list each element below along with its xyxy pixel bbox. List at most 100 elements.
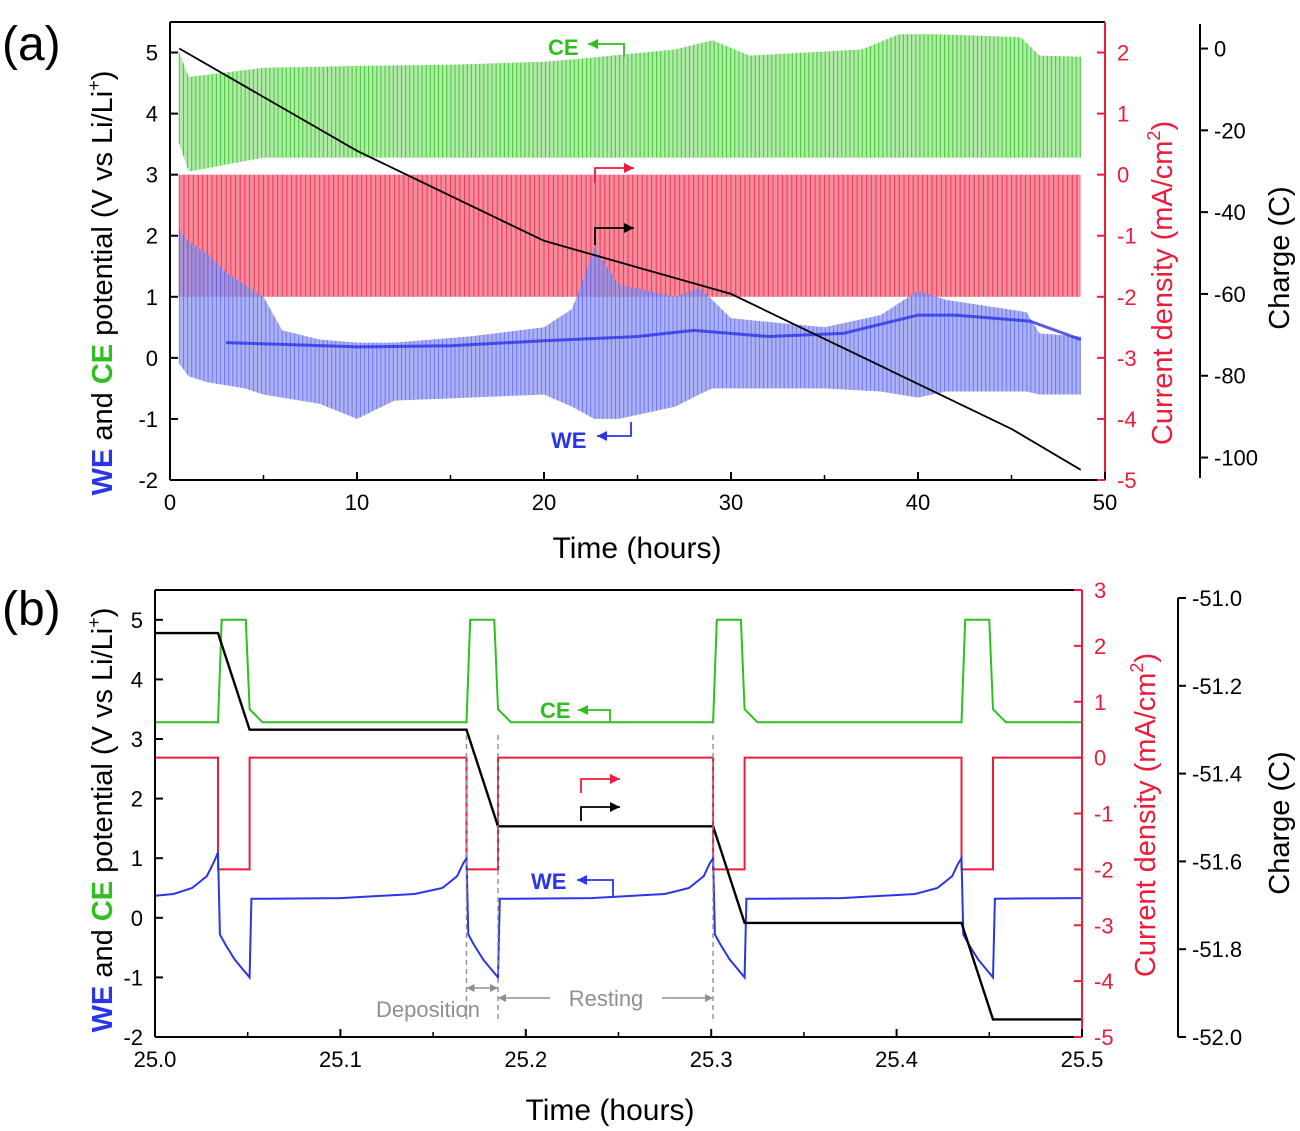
we-annotation: WE	[551, 428, 586, 453]
panel-a-left-tick-label: -1	[138, 407, 158, 432]
resting-label: Resting	[569, 986, 644, 1011]
potential-word: potential (V vs Li/Li	[87, 628, 119, 881]
panel-a-charge-tick-label: -80	[1214, 364, 1246, 389]
ce-annotation: CE	[548, 35, 579, 60]
panel-b-current-tick-label: -5	[1094, 1025, 1114, 1050]
panel-b-x-tick-label: 25.3	[690, 1047, 733, 1072]
panel-a-left-tick-label: 1	[146, 285, 158, 310]
panel-b-annotations: CE WE Deposition Resting	[376, 698, 714, 1022]
ce-word: CE	[87, 881, 119, 921]
ce-arrow-line	[578, 709, 611, 723]
ce-arrow-head	[578, 705, 588, 715]
panel-a-charge-tick-label: -20	[1214, 118, 1246, 143]
charge-arrow-line	[594, 227, 634, 245]
panel-b-current-axis-label: Current density (mA/cm2)	[1127, 653, 1162, 977]
panel-a: (a) 0 10 20 30 40 50 -2 -1 0 1 2 3 4 5 -5 -4 -3 -2 -1 0 1 2 -1…	[2, 18, 1296, 565]
paren-close: )	[87, 608, 119, 618]
panel-a-current-tick-label: -3	[1117, 346, 1137, 371]
panel-a-x-axis-label: Time (hours)	[553, 532, 722, 565]
we-arrow-line	[597, 422, 632, 437]
panel-a-left-tick-label: 3	[146, 163, 158, 188]
we-word: WE	[87, 449, 119, 496]
panel-b-charge-tick-label: -51.2	[1192, 674, 1242, 699]
panel-a-label: (a)	[2, 18, 61, 71]
panel-a-current-tick-label: 0	[1117, 163, 1129, 188]
panel-a-charge-axis-label: Charge (C)	[1264, 186, 1296, 329]
charge-arrow-head	[624, 223, 634, 233]
paren-close: )	[87, 71, 119, 81]
panel-a-annotations: CE WE	[548, 35, 634, 453]
panel-a-charge-tick-label: 0	[1214, 37, 1226, 62]
deposition-label: Deposition	[376, 997, 480, 1022]
panel-b-axes: 25.0 25.1 25.2 25.3 25.4 25.5 -2 -1 0 1 2 3 4 5 -5 -4 -3…	[123, 578, 1242, 1072]
current-arrow-line	[594, 167, 634, 183]
panel-a-current-tick-label: -4	[1117, 407, 1137, 432]
current-line	[155, 756, 1082, 871]
panel-b-x-tick-label: 25.0	[134, 1047, 177, 1072]
we-line	[154, 851, 1083, 981]
we-arrow-line	[577, 879, 614, 897]
panel-a-x-tick-label: 10	[345, 490, 369, 515]
we-mid-line	[226, 313, 1082, 349]
panel-a-series	[178, 34, 1082, 471]
panel-b-current-tick-label: -3	[1094, 913, 1114, 938]
panel-b-left-tick-label: -2	[123, 1025, 143, 1050]
panel-a-left-axis-label: WE and CE potential (V vs Li/Li+)	[84, 71, 119, 496]
ce-band	[179, 34, 1081, 172]
deposition-span-head-left	[466, 984, 475, 992]
ce-word: CE	[87, 344, 119, 384]
panel-a-left-tick-label: 4	[146, 102, 158, 127]
current-arrow-line	[580, 778, 620, 793]
panel-b-charge-tick-label: -51.6	[1192, 849, 1242, 874]
panel-a-charge-tick-label: -100	[1214, 446, 1258, 471]
charge-line	[178, 47, 1082, 471]
panel-a-current-tick-label: -5	[1117, 468, 1137, 493]
charge-arrow-line	[580, 806, 620, 821]
panel-b-left-tick-label: 5	[131, 608, 143, 633]
panel-b-charge-axis-label: Charge (C)	[1264, 751, 1296, 894]
panel-a-current-tick-label: 1	[1117, 102, 1129, 127]
charge-arrow-head	[610, 802, 620, 812]
we-annotation: WE	[531, 869, 566, 894]
panel-b-label: (b)	[2, 583, 61, 636]
current-arrow-head	[624, 163, 634, 173]
panel-b-left-tick-label: 1	[131, 846, 143, 871]
resting-span-head-left	[497, 994, 506, 1002]
panel-b-current-tick-label: -2	[1094, 857, 1114, 882]
panel-b-current-tick-label: 0	[1094, 746, 1106, 771]
we-word: WE	[87, 986, 119, 1033]
panel-a-current-tick-label: -1	[1117, 224, 1137, 249]
panel-a-left-tick-label: 0	[146, 346, 158, 371]
ce-annotation: CE	[540, 698, 571, 723]
panel-a-charge-tick-label: -60	[1214, 282, 1246, 307]
panel-b-x-axis-label: Time (hours)	[526, 1094, 695, 1127]
panel-b-left-tick-label: 4	[131, 667, 143, 692]
panel-b-current-tick-label: -4	[1094, 969, 1114, 994]
ce-arrow-line	[588, 43, 625, 57]
ce-arrow-head	[588, 39, 598, 49]
plus-sup: +	[84, 617, 104, 628]
panel-a-x-tick-label: 50	[1093, 490, 1117, 515]
panel-b-left-tick-label: 3	[131, 727, 143, 752]
resting-span-head-right	[705, 994, 714, 1002]
plus-sup: +	[84, 80, 104, 91]
panel-a-axes: 0 10 20 30 40 50 -2 -1 0 1 2 3 4 5 -5 -4 -3 -2 -1 0 1 2 -100 -8…	[138, 21, 1258, 515]
panel-b-current-tick-label: 1	[1094, 690, 1106, 715]
panel-b-left-tick-label: 0	[131, 906, 143, 931]
ce-trace	[178, 34, 1081, 172]
panel-a-left-tick-label: -2	[138, 468, 158, 493]
panel-a-x-tick-label: 0	[164, 490, 176, 515]
panel-a-x-tick-label: 40	[906, 490, 930, 515]
panel-b-x-tick-label: 25.5	[1061, 1047, 1104, 1072]
panel-a-current-tick-label: -2	[1117, 285, 1137, 310]
potential-word: potential (V vs Li/Li	[87, 91, 119, 344]
we-band	[179, 229, 1081, 419]
ce-line	[155, 618, 1082, 724]
and-word: and	[87, 921, 119, 986]
panel-b-series	[154, 618, 1083, 1021]
panel-a-current-axis-label: Current density (mA/cm2)	[1144, 121, 1179, 445]
panel-b-charge-tick-label: -51.8	[1192, 937, 1242, 962]
panel-b-x-tick-label: 25.4	[875, 1047, 918, 1072]
panel-b-charge-tick-label: -51.0	[1192, 586, 1242, 611]
